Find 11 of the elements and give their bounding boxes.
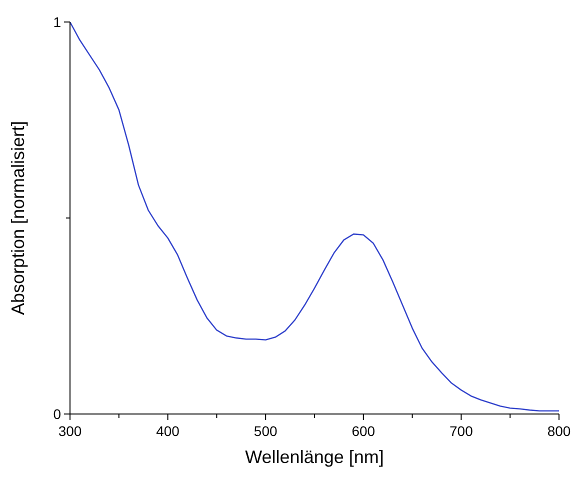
y-axis-title: Absorption [normalisiert] <box>8 120 28 316</box>
y-tick-label: 0 <box>53 406 62 422</box>
x-tick-label: 300 <box>58 423 82 439</box>
x-tick-label: 400 <box>156 423 180 439</box>
x-tick-label: 700 <box>450 423 474 439</box>
x-tick-label: 800 <box>547 423 571 439</box>
x-tick-label: 600 <box>352 423 376 439</box>
x-tick-label: 500 <box>254 423 278 439</box>
y-tick-label: 1 <box>53 14 62 30</box>
line-series <box>69 21 560 412</box>
x-axis-title: Wellenlänge [nm] <box>245 447 384 467</box>
